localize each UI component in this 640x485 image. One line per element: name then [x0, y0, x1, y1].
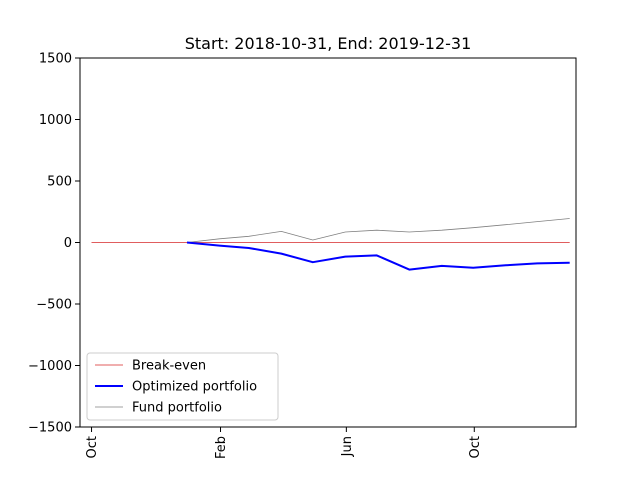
legend: Break-even Optimized portfolio Fund portfo…	[86, 352, 279, 421]
y-tick-label: 1000	[39, 113, 72, 128]
x-tick-label: Feb	[214, 436, 229, 459]
y-tick-label: 0	[64, 236, 72, 251]
legend-label: Break-even	[132, 359, 206, 374]
x-tick-label: Oct	[468, 436, 483, 458]
y-tick-label: 1500	[39, 52, 72, 67]
x-axis: Oct Feb Jun Oct	[85, 427, 483, 459]
y-tick-label: −1000	[28, 359, 72, 374]
series-layer	[91, 218, 570, 271]
x-tick-label: Jun	[340, 436, 355, 457]
y-tick-label: −1500	[28, 421, 72, 436]
y-tick-label: −500	[36, 298, 72, 313]
chart-title: Start: 2018-10-31, End: 2019-12-31	[185, 34, 472, 53]
legend-box	[86, 352, 279, 421]
series-line-optimized-portfolio	[186, 241, 570, 271]
legend-label: Optimized portfolio	[132, 380, 257, 395]
y-tick-label: 500	[47, 175, 72, 190]
y-axis: 1500 1000 500 0 −500 −1000 −1500	[28, 52, 80, 436]
x-tick-label: Oct	[85, 436, 100, 458]
series-line-fund-portfolio	[186, 218, 570, 243]
legend-label: Fund portfolio	[132, 401, 222, 416]
